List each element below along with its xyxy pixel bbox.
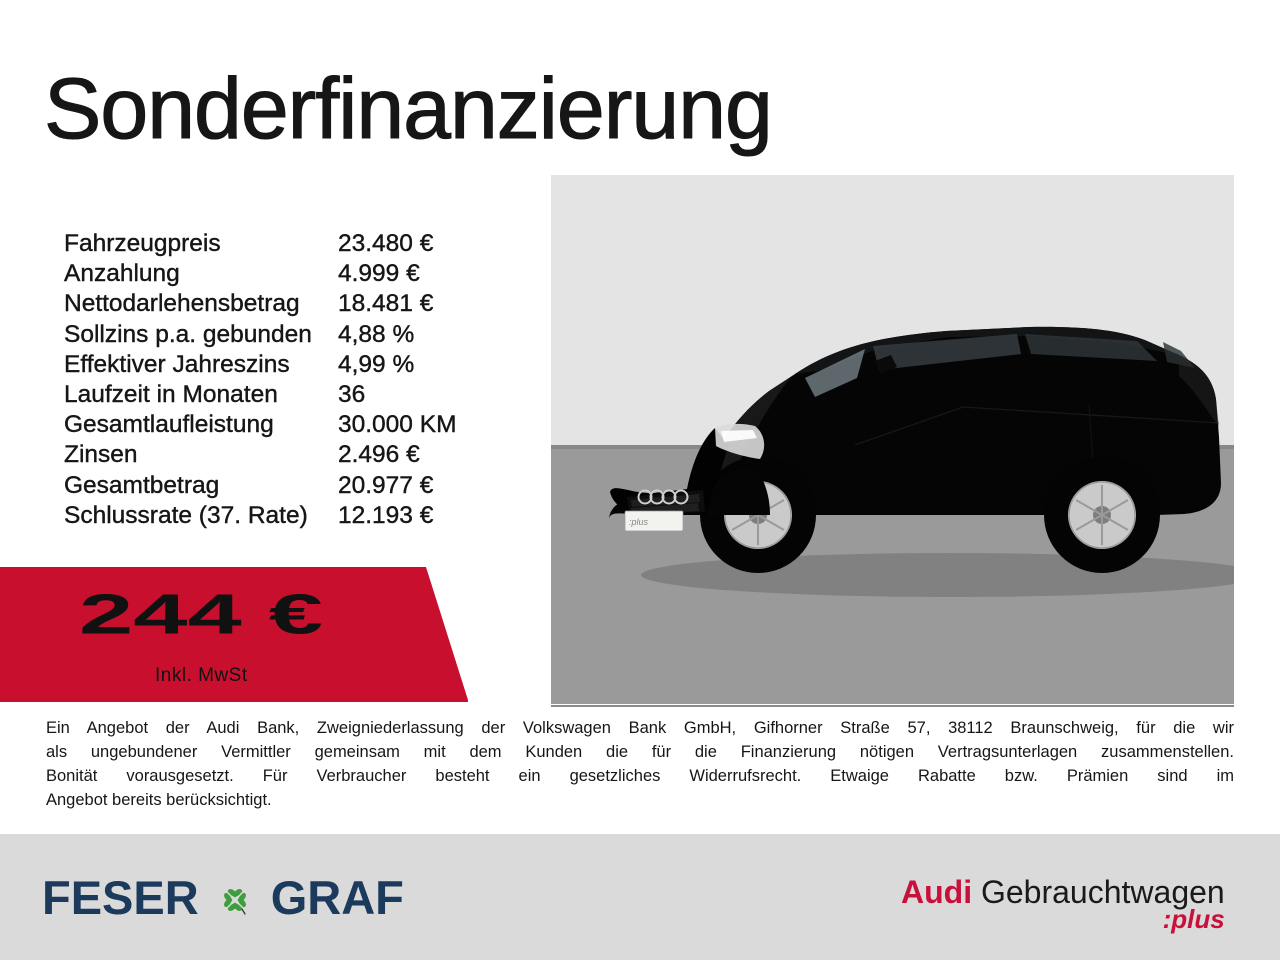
svg-text::plus: :plus xyxy=(629,517,649,527)
